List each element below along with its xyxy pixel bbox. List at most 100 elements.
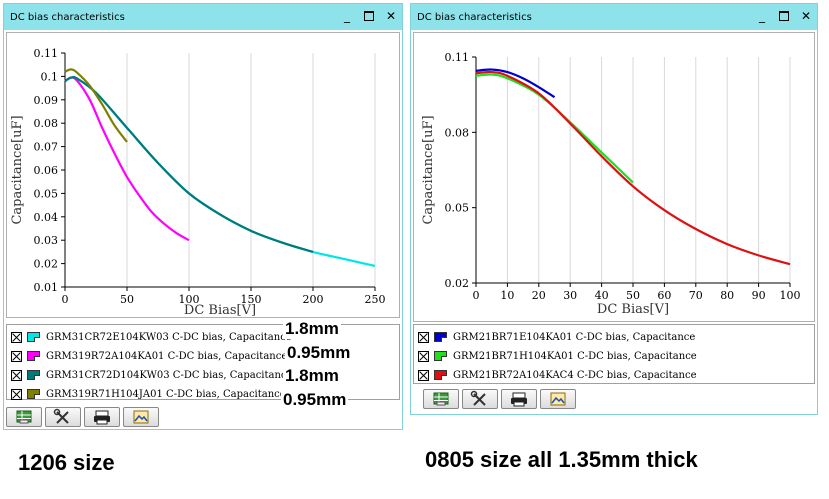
- series-line: [475, 70, 791, 266]
- legend-checkbox[interactable]: [418, 369, 429, 381]
- left-caption: 1206 size: [18, 450, 115, 475]
- legend-checkbox[interactable]: [11, 388, 22, 400]
- y-tick-label: 0.02: [445, 277, 470, 290]
- legend-color-swatch[interactable]: [27, 370, 40, 380]
- series-line: [64, 75, 376, 268]
- y-tick-label: 0.05: [34, 187, 59, 200]
- x-tick-label: 100: [179, 293, 200, 306]
- print-button[interactable]: [84, 407, 120, 427]
- legend-item: GRM21BR72A104KAC4 C-DC bias, Capacitance: [418, 367, 697, 383]
- y-tick-label: 0.05: [445, 202, 470, 215]
- spreadsheet-button[interactable]: [6, 407, 42, 427]
- y-tick-label: 0.07: [34, 141, 59, 154]
- spreadsheet-icon: [433, 392, 449, 406]
- legend-color-swatch[interactable]: [434, 332, 447, 342]
- legend-checkbox[interactable]: [418, 350, 429, 362]
- y-tick-label: 0.01: [34, 281, 59, 294]
- right-chart-window: DC bias characteristics _ ✕ 0.02 0.05 0.08…: [410, 3, 818, 415]
- left-window-title: DC bias characteristics: [10, 12, 125, 23]
- minimize-button[interactable]: _: [759, 9, 765, 23]
- print-icon: [94, 410, 110, 425]
- tools-icon: [470, 390, 486, 406]
- image-icon: [133, 410, 149, 424]
- y-tick-label: 0.1: [41, 70, 59, 83]
- y-tick-label: 0.08: [445, 126, 470, 139]
- image-button[interactable]: [123, 407, 159, 427]
- legend-color-swatch[interactable]: [434, 370, 447, 380]
- x-axis-label: DC Bias[V]: [597, 302, 669, 317]
- x-tick-label: 0: [473, 289, 480, 302]
- right-caption: 0805 size all 1.35mm thick: [425, 447, 698, 472]
- left-chart-svg: 0.01 0.02 0.03 0.04 0.05 0.06 0.07 0.08 0.09 0.1 0…: [10, 47, 386, 318]
- image-icon: [550, 392, 566, 406]
- legend-item: GRM21BR71H104KA01 C-DC bias, Capacitance: [418, 348, 697, 364]
- right-legend: GRM21BR71E104KA01 C-DC bias, Capacitance…: [413, 324, 815, 384]
- y-tick-label: 0.04: [34, 211, 59, 224]
- y-axis-label: Capacitance[uF]: [421, 115, 436, 224]
- legend-item: GRM21BR71E104KA01 C-DC bias, Capacitance: [418, 329, 695, 345]
- y-tick-label: 0.11: [34, 47, 59, 60]
- x-tick-label: 250: [365, 293, 386, 306]
- x-tick-label: 0: [62, 293, 69, 306]
- legend-label: GRM31CR72E104KW03 C-DC bias, Capacitance: [46, 331, 292, 343]
- tools-button[interactable]: [462, 389, 498, 409]
- right-toolbar: [423, 389, 576, 409]
- legend-label: GRM21BR71E104KA01 C-DC bias, Capacitance: [453, 331, 696, 343]
- size-note-3: 1.8mm: [283, 366, 341, 386]
- legend-label: GRM21BR71H104KA01 C-DC bias, Capacitance: [453, 350, 697, 362]
- legend-color-swatch[interactable]: [27, 389, 40, 399]
- left-plot-area: 0.01 0.02 0.03 0.04 0.05 0.06 0.07 0.08 0.09 0.1 0…: [6, 32, 400, 318]
- legend-checkbox[interactable]: [11, 369, 22, 381]
- x-tick-label: 50: [120, 293, 134, 306]
- close-button[interactable]: ✕: [800, 9, 812, 23]
- image-button[interactable]: [540, 389, 576, 409]
- y-tick-label: 0.08: [34, 117, 59, 130]
- y-tick-label: 0.06: [34, 164, 59, 177]
- x-tick-label: 30: [563, 289, 577, 302]
- legend-label: GRM21BR72A104KAC4 C-DC bias, Capacitance: [453, 369, 697, 381]
- legend-checkbox[interactable]: [11, 331, 22, 343]
- left-toolbar: [6, 407, 159, 427]
- legend-color-swatch[interactable]: [27, 351, 40, 361]
- left-chart-window: DC bias characteristics _ ✕ 0.01 0.02 0.03…: [3, 3, 403, 430]
- maximize-button[interactable]: [777, 9, 791, 23]
- maximize-icon: [779, 11, 789, 21]
- y-tick-label: 0.02: [34, 258, 59, 271]
- legend-color-swatch[interactable]: [434, 351, 447, 361]
- series-line: [64, 75, 314, 253]
- x-tick-label: 70: [689, 289, 703, 302]
- right-plot-area: 0.02 0.05 0.08 0.11 0 10 20 30 40 50 60 70 80 90 100 DC…: [413, 32, 815, 322]
- tools-button[interactable]: [45, 407, 81, 427]
- right-chart-svg: 0.02 0.05 0.08 0.11 0 10 20 30 40 50 60 70 80 90 100 DC…: [421, 51, 801, 317]
- legend-checkbox[interactable]: [11, 350, 22, 362]
- maximize-button[interactable]: [362, 9, 376, 23]
- legend-item: GRM319R71H104JA01 C-DC bias, Capacitance: [11, 386, 286, 402]
- tools-icon: [53, 408, 69, 424]
- x-tick-label: 80: [720, 289, 734, 302]
- size-note-1: 1.8mm: [283, 319, 341, 339]
- legend-item: GRM31CR72D104KW03 C-DC bias, Capacitance: [11, 367, 292, 383]
- y-tick-label: 0.03: [34, 234, 59, 247]
- legend-color-swatch[interactable]: [27, 332, 40, 342]
- x-axis-label: DC Bias[V]: [184, 303, 256, 318]
- x-tick-label: 100: [780, 289, 801, 302]
- print-button[interactable]: [501, 389, 537, 409]
- spreadsheet-button[interactable]: [423, 389, 459, 409]
- size-note-4: 0.95mm: [281, 390, 349, 410]
- close-button[interactable]: ✕: [385, 9, 397, 23]
- right-titlebar: DC bias characteristics _ ✕: [411, 4, 817, 30]
- print-icon: [511, 392, 527, 407]
- legend-label: GRM319R71H104JA01 C-DC bias, Capacitance: [46, 388, 286, 400]
- y-tick-label: 0.11: [445, 51, 470, 64]
- x-tick-label: 40: [595, 289, 609, 302]
- size-note-2: 0.95mm: [285, 343, 353, 363]
- legend-item: GRM319R72A104KA01 C-DC bias, Capacitance: [11, 348, 287, 364]
- legend-checkbox[interactable]: [418, 331, 429, 343]
- x-tick-label: 60: [657, 289, 671, 302]
- legend-label: GRM319R72A104KA01 C-DC bias, Capacitance: [46, 350, 288, 362]
- x-tick-label: 200: [303, 293, 324, 306]
- left-titlebar: DC bias characteristics _ ✕: [4, 4, 402, 30]
- minimize-button[interactable]: _: [344, 9, 350, 23]
- series-line: [64, 68, 128, 143]
- series-line: [475, 68, 556, 99]
